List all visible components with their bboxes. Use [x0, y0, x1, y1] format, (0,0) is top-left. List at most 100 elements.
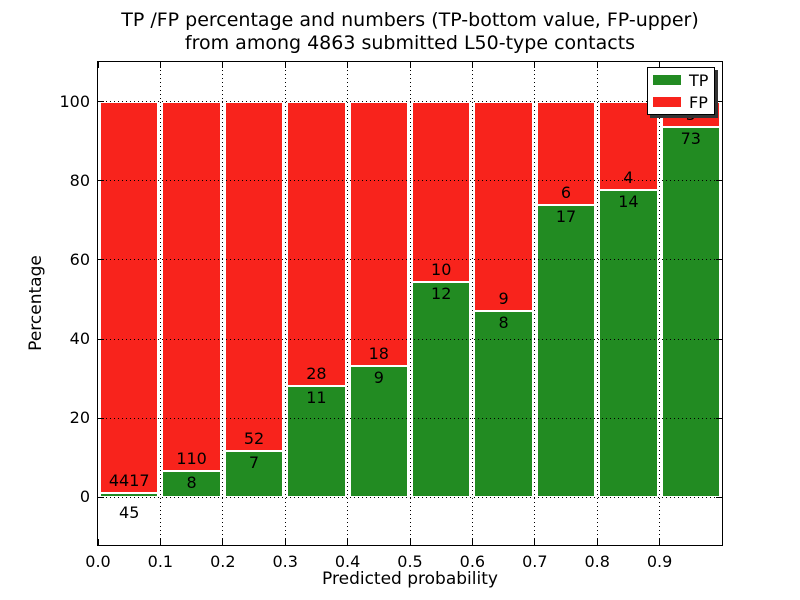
gridline-horizontal	[98, 496, 722, 498]
bar-label-tp: 8	[186, 472, 197, 492]
bar-label-fp: 6	[560, 182, 572, 202]
x-tick-mark-top	[222, 62, 224, 68]
bar-segment-tp	[412, 281, 471, 498]
bar-label-tp: 17	[555, 206, 577, 226]
x-tick-mark-top	[159, 62, 161, 68]
y-tick-mark-right	[716, 417, 722, 419]
gridline-vertical	[222, 62, 224, 545]
bar-segment-fp	[100, 101, 159, 494]
x-tick-mark-bottom	[222, 539, 224, 545]
gridline-vertical	[471, 62, 473, 545]
bar-label-fp: 28	[306, 363, 327, 383]
y-tick-mark-right	[716, 259, 722, 261]
gridline-horizontal	[98, 180, 722, 182]
bar-label-fp: 52	[243, 428, 265, 448]
plot-area: 44174511085272811189101298617414573	[97, 61, 723, 546]
bar-label-fp: 9	[498, 289, 509, 309]
gridline-horizontal	[98, 338, 722, 340]
gridline-horizontal	[98, 417, 722, 419]
x-tick-mark-top	[596, 62, 598, 68]
gridline-vertical	[284, 62, 286, 545]
y-tick-label: 0	[79, 487, 90, 507]
x-tick-mark-top	[471, 62, 473, 68]
x-tick-label: 0.2	[210, 552, 236, 571]
bar-segment-fp	[412, 101, 471, 282]
bar-label-tp: 12	[431, 283, 452, 303]
bar-segment-fp	[536, 101, 596, 205]
x-tick-mark-bottom	[534, 539, 536, 545]
bar-label-tp: 73	[680, 128, 701, 148]
x-tick-label: 0.0	[85, 552, 111, 571]
x-tick-label: 0.1	[147, 552, 174, 571]
gridline-vertical	[659, 62, 661, 545]
bar-label-fp: 110	[176, 448, 207, 468]
y-tick-label: 100	[59, 91, 90, 111]
gridline-vertical	[409, 62, 411, 545]
x-tick-mark-bottom	[409, 539, 411, 545]
y-tick-mark-left	[98, 417, 104, 419]
legend-swatch-fp-icon	[653, 97, 681, 107]
x-tick-label: 0.8	[584, 552, 610, 571]
y-tick-mark-left	[98, 101, 104, 103]
x-tick-mark-top	[97, 62, 99, 68]
y-tick-mark-right	[716, 101, 722, 103]
bar-segment-fp	[349, 101, 408, 366]
legend-swatch-tp-icon	[653, 75, 681, 85]
y-tick-mark-left	[98, 496, 104, 498]
bar-label-fp: 10	[431, 259, 452, 279]
x-tick-label: 0.5	[397, 552, 423, 571]
gridline-horizontal	[98, 259, 722, 261]
y-tick-label: 40	[69, 329, 90, 349]
gridline-vertical	[596, 62, 598, 545]
x-tick-mark-top	[659, 62, 661, 68]
x-tick-mark-bottom	[659, 539, 661, 545]
bar-segment-fp	[162, 101, 221, 471]
bar-segment-tp	[162, 470, 221, 498]
x-tick-mark-bottom	[97, 539, 99, 545]
bar-segment-tp	[661, 126, 720, 498]
y-tick-mark-right	[716, 496, 722, 498]
chart-title-line-1: TP /FP percentage and numbers (TP-bottom…	[121, 9, 699, 31]
y-tick-label: 20	[69, 408, 90, 428]
bar-label-tp: 45	[119, 503, 140, 523]
x-tick-label: 0.9	[646, 552, 673, 571]
chart-title-line-2: from among 4863 submitted L50-type conta…	[184, 32, 636, 54]
x-tick-mark-bottom	[284, 539, 286, 545]
gridline-horizontal	[98, 101, 722, 103]
bar-segment-fp	[474, 101, 533, 312]
bar-segment-fp	[287, 101, 346, 386]
y-tick-label: 80	[69, 170, 90, 190]
x-tick-mark-bottom	[159, 539, 161, 545]
bar-label-fp: 18	[368, 343, 389, 363]
y-tick-mark-right	[716, 338, 722, 340]
legend: TP FP	[647, 67, 715, 115]
x-tick-label: 0.4	[334, 552, 361, 571]
gridline-vertical	[159, 62, 161, 545]
x-tick-mark-top	[409, 62, 411, 68]
bar-label-tp: 9	[373, 367, 384, 387]
y-tick-label: 60	[69, 249, 90, 269]
bar-segment-fp	[224, 101, 284, 451]
x-tick-label: 0.3	[272, 552, 298, 571]
x-tick-mark-bottom	[471, 539, 473, 545]
y-tick-mark-left	[98, 259, 104, 261]
bar-label-tp: 8	[498, 313, 509, 333]
bar-segment-tp	[474, 311, 533, 498]
gridline-vertical	[534, 62, 536, 545]
bar-segment-tp	[349, 365, 408, 498]
x-tick-mark-top	[284, 62, 286, 68]
legend-item-tp: TP	[653, 71, 709, 90]
legend-label-tp: TP	[689, 70, 709, 90]
x-tick-mark-top	[534, 62, 536, 68]
bar-label-fp: 4417	[108, 471, 150, 491]
legend-item-fp: FP	[653, 93, 709, 112]
bar-label-tp: 7	[248, 452, 260, 472]
x-tick-label: 0.6	[459, 552, 486, 571]
x-tick-label: 0.7	[522, 552, 548, 571]
y-tick-mark-right	[716, 180, 722, 182]
bar-segment-tp	[100, 493, 159, 498]
y-tick-mark-left	[98, 180, 104, 182]
bar-segment-tp	[599, 189, 658, 498]
bar-label-fp: 4	[623, 167, 634, 187]
